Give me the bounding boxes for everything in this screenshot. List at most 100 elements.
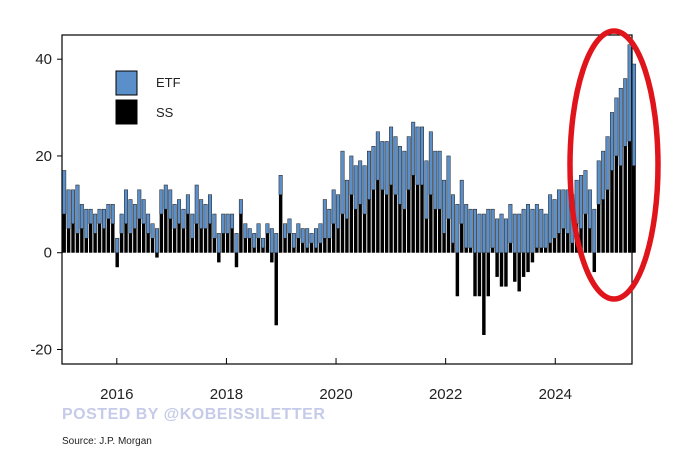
bar-ss xyxy=(632,165,636,253)
bar-ss xyxy=(71,223,75,253)
bar-ss xyxy=(265,233,270,253)
x-tick-label: 2016 xyxy=(100,386,133,403)
y-tick-label: -20 xyxy=(30,341,52,358)
bar-etf xyxy=(115,237,120,253)
bar-etf xyxy=(503,218,508,253)
bar-ss xyxy=(349,194,354,253)
bar-etf xyxy=(442,179,447,234)
bar-ss xyxy=(314,247,318,253)
bar-etf xyxy=(177,199,182,224)
bar-etf xyxy=(609,112,614,171)
bar-etf xyxy=(327,208,332,239)
legend-etf-swatch xyxy=(115,70,138,96)
bar-etf xyxy=(512,213,517,253)
bar-etf xyxy=(322,199,327,239)
bar-ss xyxy=(446,218,451,253)
bar-ss xyxy=(270,252,274,263)
bar-etf xyxy=(199,199,204,229)
bar-ss xyxy=(274,252,278,326)
bar-ss xyxy=(318,243,323,253)
bar-ss xyxy=(473,252,477,297)
bar-ss xyxy=(508,243,513,253)
bar-ss xyxy=(362,214,367,253)
legend: ETF SS xyxy=(115,70,181,125)
bar-etf xyxy=(627,44,632,142)
bar-etf xyxy=(331,189,336,224)
bar-ss xyxy=(486,252,490,297)
bar-ss xyxy=(208,223,212,253)
bar-ss xyxy=(80,228,84,253)
bar-etf xyxy=(349,155,354,195)
bar-ss xyxy=(62,214,66,253)
y-tick-label: 0 xyxy=(44,245,52,262)
bar-ss xyxy=(212,238,217,253)
bar-etf xyxy=(384,141,389,195)
bar-ss xyxy=(181,228,186,253)
bar-etf xyxy=(106,204,111,220)
bar-ss xyxy=(243,238,248,253)
bar-ss xyxy=(75,233,80,253)
bar-ss xyxy=(407,189,411,253)
legend-etf-label: ETF xyxy=(156,75,181,90)
bar-etf xyxy=(406,136,411,191)
bar-etf xyxy=(274,233,279,253)
bar-ss xyxy=(88,223,93,253)
bar-etf xyxy=(269,228,274,253)
bar-ss xyxy=(442,233,446,253)
bar-ss xyxy=(627,141,632,253)
bar-etf xyxy=(128,199,133,234)
bar-etf xyxy=(238,199,243,215)
bar-etf xyxy=(336,194,341,229)
bar-etf xyxy=(194,184,199,224)
bar-etf xyxy=(93,213,98,234)
bar-ss xyxy=(164,209,168,253)
bar-etf xyxy=(455,204,460,253)
bar-etf xyxy=(216,233,221,253)
bar-etf xyxy=(565,189,570,234)
bar-ss xyxy=(552,238,557,253)
bar-etf xyxy=(154,228,159,253)
bar-etf xyxy=(486,208,491,253)
bar-ss xyxy=(102,228,106,253)
bar-etf xyxy=(481,213,486,253)
bar-ss xyxy=(93,233,97,253)
bar-etf xyxy=(66,189,71,229)
bar-ss xyxy=(548,243,552,253)
y-tick-label: 20 xyxy=(35,148,52,165)
bar-ss xyxy=(610,170,614,253)
bar-ss xyxy=(203,228,208,253)
bar-ss xyxy=(97,223,102,253)
bar-ss xyxy=(301,243,305,253)
bar-etf xyxy=(375,131,380,181)
bar-ss xyxy=(327,238,331,253)
bar-ss xyxy=(168,218,172,253)
bar-ss xyxy=(309,243,314,253)
bar-etf xyxy=(415,126,420,186)
bar-ss xyxy=(146,233,150,253)
bar-etf xyxy=(490,208,495,249)
bar-etf xyxy=(526,204,531,253)
bar-ss xyxy=(482,252,486,335)
bar-ss xyxy=(124,223,128,253)
bar-ss xyxy=(566,233,570,253)
x-tick-label: 2020 xyxy=(319,386,352,403)
bar-etf xyxy=(543,213,548,249)
bar-ss xyxy=(415,184,420,253)
bar-etf xyxy=(88,208,93,224)
x-tick-label: 2018 xyxy=(210,386,243,403)
bar-ss xyxy=(376,180,380,253)
bar-etf xyxy=(367,150,371,200)
legend-ss-swatch xyxy=(115,99,138,125)
bar-ss xyxy=(256,238,261,253)
bar-etf xyxy=(592,208,597,253)
y-tick-label: 40 xyxy=(35,51,52,68)
bar-etf xyxy=(101,208,106,229)
bar-etf xyxy=(150,223,155,239)
bar-ss xyxy=(84,238,89,253)
bar-etf xyxy=(278,175,283,195)
x-tick-label: 2024 xyxy=(539,386,572,403)
bar-etf xyxy=(79,204,84,229)
bar-etf xyxy=(84,208,89,239)
bar-ss xyxy=(133,228,137,253)
source-note: Source: J.P. Morgan xyxy=(62,436,152,447)
